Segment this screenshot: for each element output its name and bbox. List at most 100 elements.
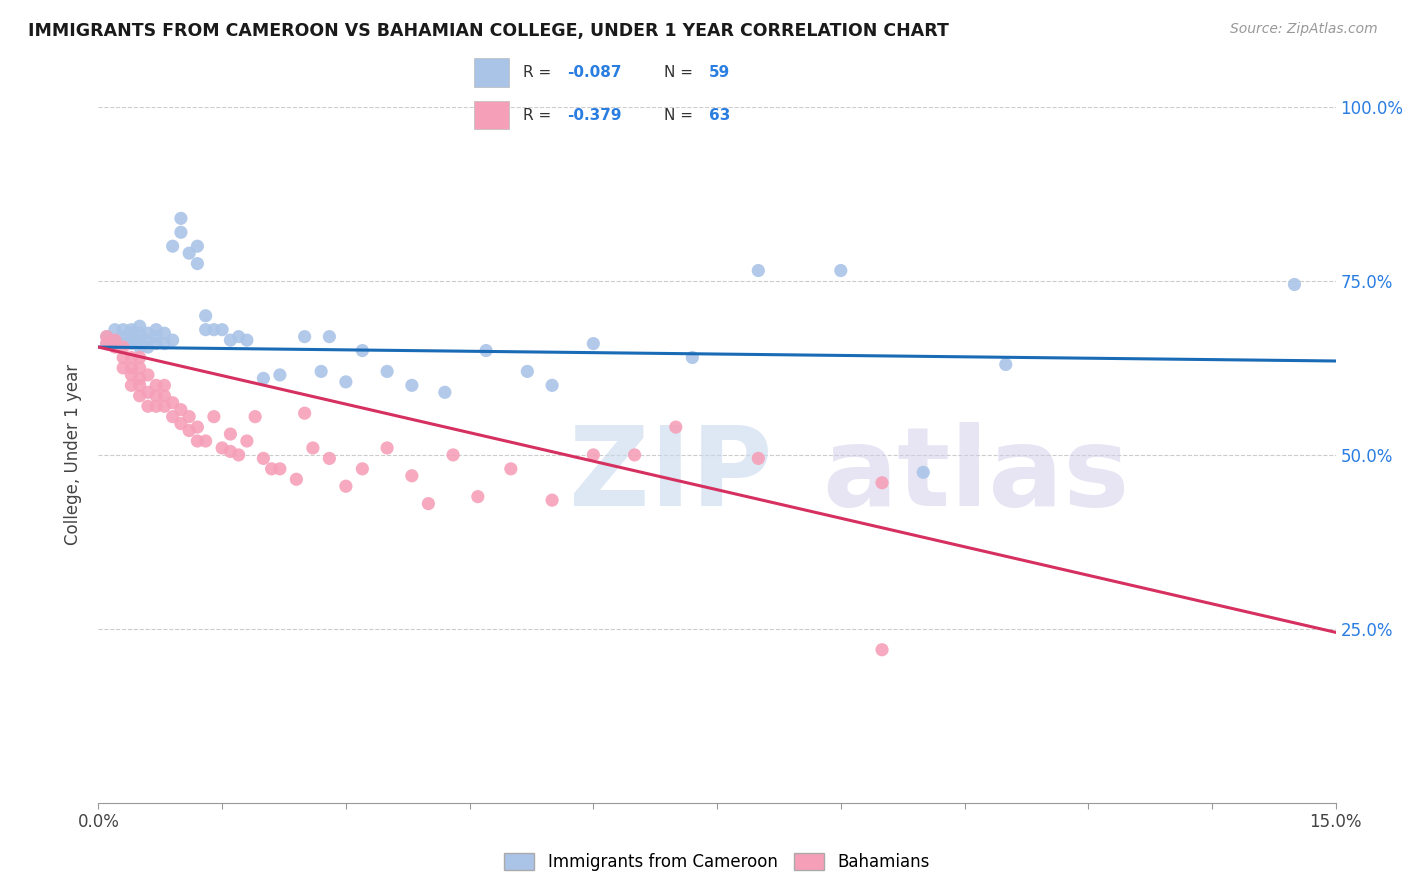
- Point: [120, 326, 142, 340]
- Point: [516, 364, 538, 378]
- Point: [318, 451, 340, 466]
- Point: [302, 441, 325, 455]
- Point: [170, 225, 193, 239]
- Text: IMMIGRANTS FROM CAMEROON VS BAHAMIAN COLLEGE, UNDER 1 YEAR CORRELATION CHART: IMMIGRANTS FROM CAMEROON VS BAHAMIAN COL…: [28, 22, 949, 40]
- Point: [870, 642, 893, 657]
- Point: [433, 385, 456, 400]
- Text: 59: 59: [709, 65, 730, 79]
- Point: [136, 333, 159, 347]
- Point: [243, 409, 266, 424]
- Point: [153, 378, 176, 392]
- Point: [136, 340, 159, 354]
- Point: [128, 319, 150, 334]
- Point: [179, 246, 201, 260]
- Point: [202, 409, 225, 424]
- Point: [219, 427, 242, 442]
- Point: [153, 399, 176, 413]
- Legend: Immigrants from Cameroon, Bahamians: Immigrants from Cameroon, Bahamians: [498, 847, 936, 878]
- Point: [211, 323, 233, 337]
- Point: [260, 462, 283, 476]
- Text: R =: R =: [523, 65, 555, 79]
- Point: [112, 329, 135, 343]
- Point: [162, 333, 184, 347]
- Point: [128, 333, 150, 347]
- Point: [582, 448, 605, 462]
- Point: [153, 326, 176, 340]
- Point: [170, 417, 193, 431]
- Point: [228, 448, 250, 462]
- Point: [211, 441, 233, 455]
- Point: [194, 434, 217, 448]
- Point: [112, 323, 135, 337]
- Point: [219, 333, 242, 347]
- Point: [120, 378, 142, 392]
- Point: [186, 256, 208, 270]
- Point: [145, 329, 167, 343]
- Point: [994, 358, 1017, 372]
- Point: [128, 340, 150, 354]
- Point: [153, 389, 176, 403]
- Text: -0.087: -0.087: [568, 65, 621, 79]
- Point: [96, 329, 118, 343]
- Point: [375, 364, 398, 378]
- Point: [128, 371, 150, 385]
- Point: [120, 360, 142, 375]
- Point: [104, 333, 127, 347]
- Point: [136, 368, 159, 382]
- Point: [162, 396, 184, 410]
- Point: [96, 336, 118, 351]
- Point: [269, 368, 291, 382]
- Point: [128, 336, 150, 351]
- Point: [128, 389, 150, 403]
- Point: [179, 409, 201, 424]
- Point: [870, 475, 893, 490]
- Point: [236, 434, 259, 448]
- Point: [830, 263, 852, 277]
- Point: [136, 326, 159, 340]
- Point: [104, 340, 127, 354]
- FancyBboxPatch shape: [474, 101, 509, 129]
- Point: [747, 451, 769, 466]
- Text: atlas: atlas: [823, 422, 1129, 529]
- Point: [418, 497, 440, 511]
- Text: ZIP: ZIP: [568, 422, 772, 529]
- Point: [335, 375, 357, 389]
- Point: [335, 479, 357, 493]
- Point: [467, 490, 489, 504]
- Point: [294, 329, 316, 343]
- Point: [145, 389, 167, 403]
- Point: [401, 378, 423, 392]
- Point: [136, 385, 159, 400]
- Point: [441, 448, 464, 462]
- Point: [1284, 277, 1306, 292]
- Point: [120, 368, 142, 382]
- Point: [541, 493, 564, 508]
- Point: [401, 468, 423, 483]
- Point: [623, 448, 645, 462]
- Y-axis label: College, Under 1 year: College, Under 1 year: [65, 364, 83, 546]
- Point: [112, 336, 135, 351]
- Point: [153, 336, 176, 351]
- Text: N =: N =: [664, 108, 697, 122]
- Point: [375, 441, 398, 455]
- Text: -0.379: -0.379: [568, 108, 621, 122]
- Point: [582, 336, 605, 351]
- Point: [145, 323, 167, 337]
- Point: [294, 406, 316, 420]
- Point: [96, 329, 118, 343]
- Point: [104, 323, 127, 337]
- Point: [162, 239, 184, 253]
- Point: [170, 211, 193, 226]
- Point: [475, 343, 498, 358]
- Point: [120, 323, 142, 337]
- Point: [186, 434, 208, 448]
- Point: [252, 371, 274, 385]
- Text: Source: ZipAtlas.com: Source: ZipAtlas.com: [1230, 22, 1378, 37]
- Point: [104, 336, 127, 351]
- Point: [352, 462, 374, 476]
- Point: [145, 336, 167, 351]
- Point: [136, 399, 159, 413]
- Point: [128, 351, 150, 365]
- Point: [120, 351, 142, 365]
- Point: [269, 462, 291, 476]
